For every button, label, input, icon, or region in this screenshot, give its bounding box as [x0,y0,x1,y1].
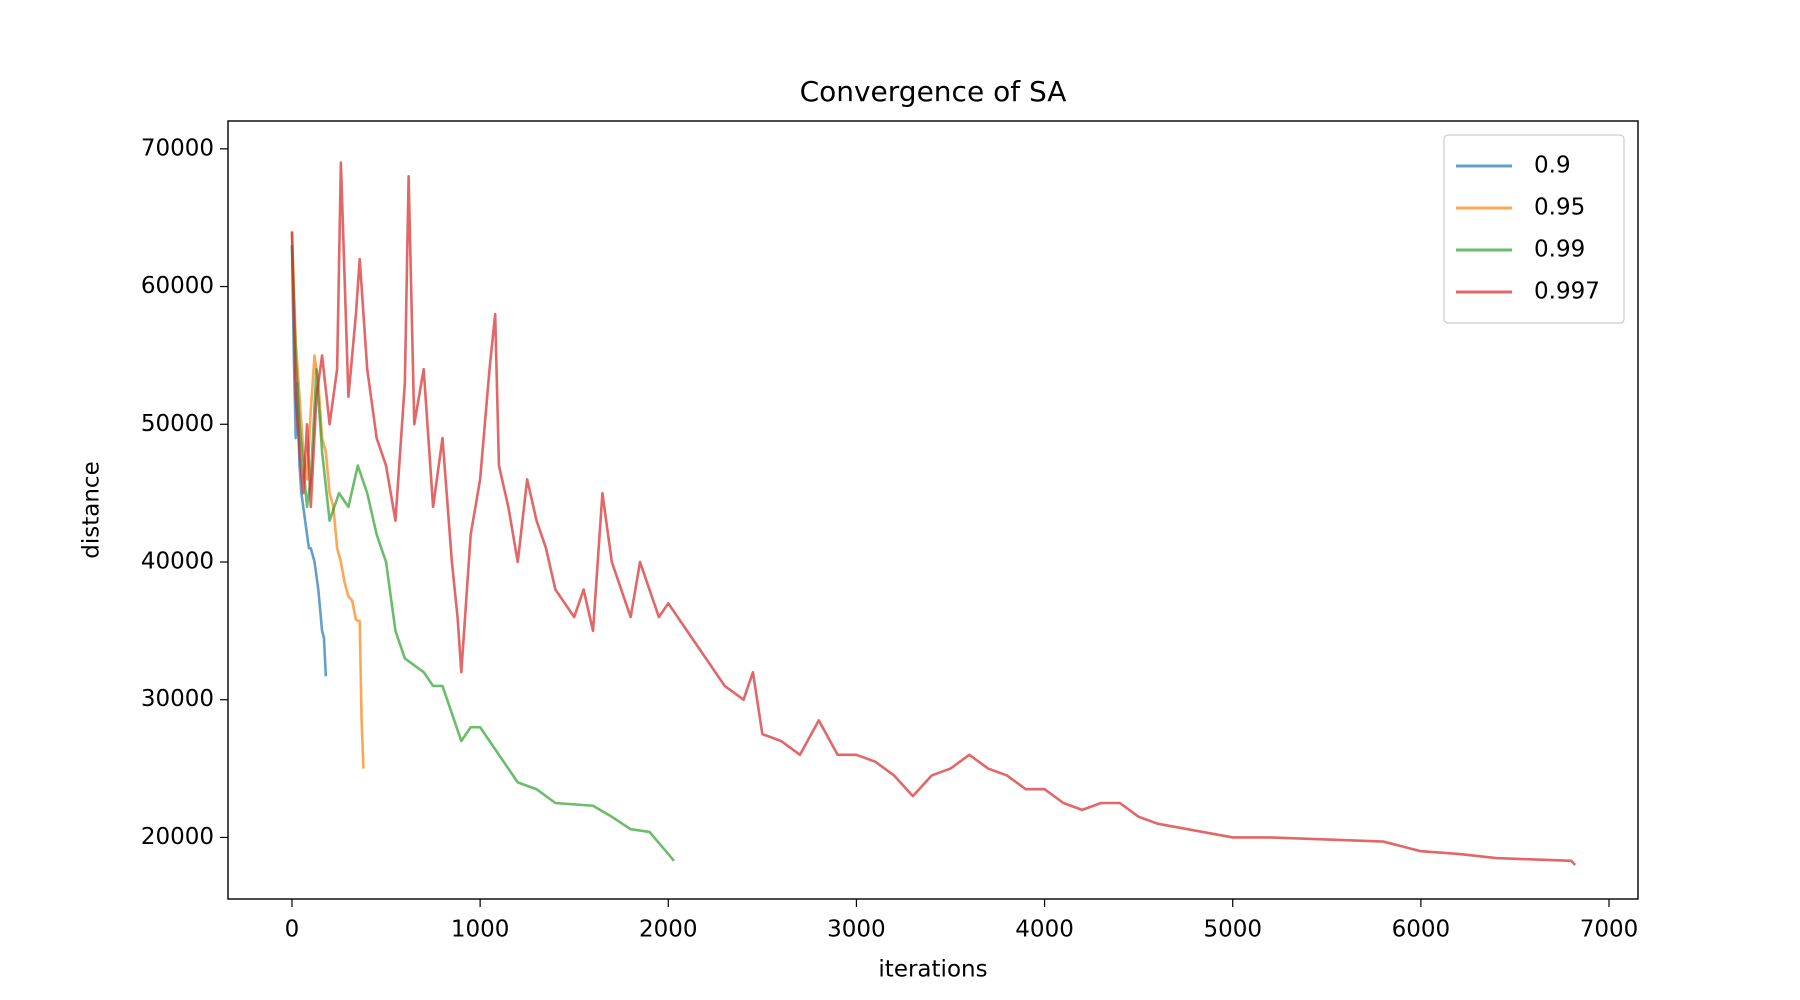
plot-frame [227,120,1639,900]
legend-label: 0.9 [1534,153,1571,179]
y-tick-label: 20000 [141,824,214,850]
y-tick-label: 50000 [141,411,214,437]
x-tick-label: 3000 [827,917,886,943]
x-tick-label: 4000 [1015,917,1074,943]
x-tick-label: 1000 [451,917,510,943]
y-tick-label: 70000 [141,135,214,161]
legend-label: 0.99 [1534,237,1585,263]
y-tick-label: 40000 [141,548,214,574]
series-line [290,161,1577,866]
x-tick-label: 0 [285,917,300,943]
x-axis-label: iterations [878,957,987,983]
y-tick-label: 30000 [141,686,214,712]
y-axis-label: distance [79,461,105,558]
legend-box [1443,134,1625,324]
series-line [290,245,675,862]
x-tick-label: 7000 [1580,917,1639,943]
x-tick-label: 5000 [1203,917,1262,943]
x-tick-label: 6000 [1392,917,1451,943]
chart-title: Convergence of SA [800,75,1067,108]
x-tick-label: 2000 [639,917,698,943]
legend-label: 0.95 [1534,195,1585,221]
y-tick-label: 60000 [141,273,214,299]
legend-label: 0.997 [1534,279,1600,305]
